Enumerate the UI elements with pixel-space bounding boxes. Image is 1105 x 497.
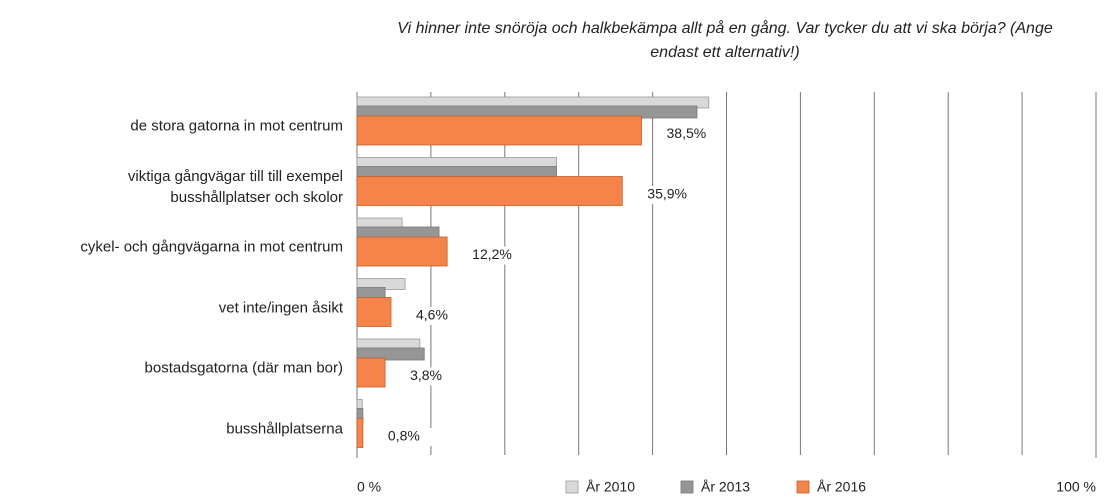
bar: [356, 357, 386, 388]
category-label: vet inte/ingen åsikt: [218, 299, 343, 316]
label-bg: [385, 428, 432, 446]
legend-swatch: [796, 480, 810, 494]
bar: [356, 176, 623, 206]
legend-swatch: [680, 480, 694, 494]
bar: [356, 115, 642, 146]
bar: [356, 347, 425, 361]
category-label: busshållplatserna: [226, 420, 343, 437]
data-label: 0,8%: [388, 428, 420, 444]
category-label: cykel- och gångvägarna in mot centrum: [80, 238, 343, 256]
legend-label: År 2013: [701, 479, 750, 495]
category-label: de stora gatorna in mot centrum: [130, 117, 343, 135]
label-bg: [408, 367, 455, 386]
chart-title: Vi hinner inte snöröja och halkbekämpa a…: [397, 20, 1053, 61]
category-label: bostadsgatorna (där man bor): [144, 359, 343, 377]
label-bg: [470, 246, 517, 265]
legend-label: År 2010: [586, 479, 635, 495]
bar: [356, 297, 392, 327]
data-label: 38,5%: [667, 125, 707, 141]
bar: [356, 236, 448, 267]
x-tick-label: 100 %: [1056, 479, 1096, 495]
data-label: 12,2%: [472, 246, 512, 262]
x-tick-label: 0 %: [357, 479, 381, 495]
data-label: 4,6%: [416, 307, 448, 323]
label-bg: [664, 125, 711, 144]
bar: [356, 418, 364, 448]
legend-label: År 2016: [817, 479, 866, 495]
label-bg: [645, 186, 692, 204]
data-label: 35,9%: [647, 186, 687, 202]
label-bg: [413, 307, 460, 325]
legend-swatch: [565, 480, 579, 494]
data-label: 3,8%: [410, 367, 442, 383]
category-label: viktiga gångvägar till till exempel buss…: [127, 167, 343, 206]
